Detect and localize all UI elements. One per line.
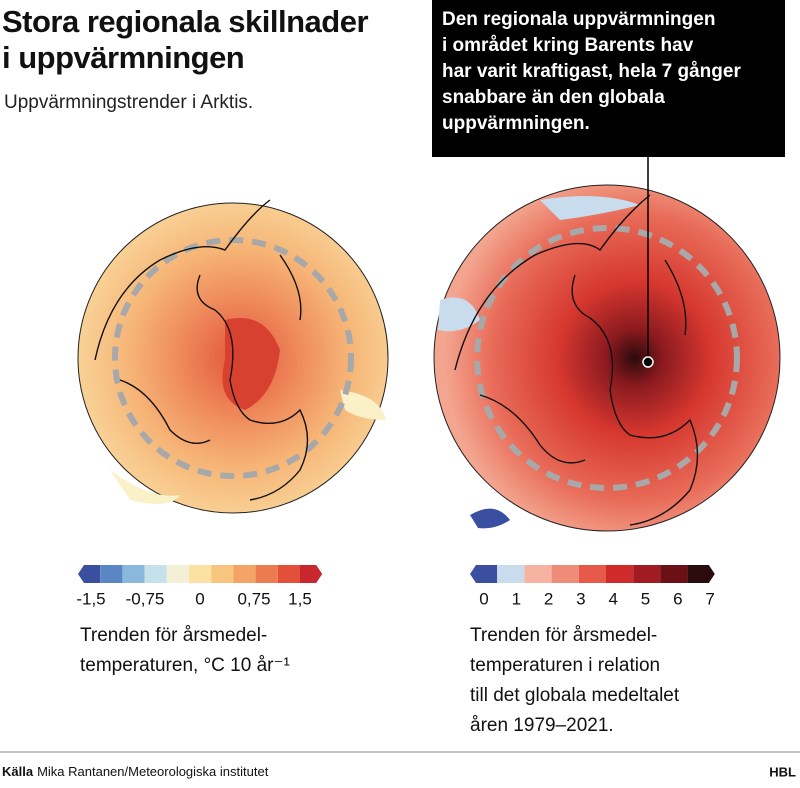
- legend-caption: Trenden för årsmedel-: [470, 625, 657, 646]
- region: [438, 297, 480, 332]
- source-label: Källa: [2, 764, 34, 779]
- region: [540, 196, 640, 220]
- legend-swatch: [189, 565, 212, 583]
- legend-caption: temperaturen, °C 10 år⁻¹: [80, 655, 290, 676]
- callout-line: snabbare än den globala: [442, 87, 665, 108]
- subtitle: Uppvärmningstrender i Arktis.: [4, 92, 253, 113]
- callout-line: i området kring Barents hav: [442, 35, 694, 56]
- callout-line: har varit kraftigast, hela 7 gånger: [442, 61, 741, 82]
- legend-label: 1,5: [288, 589, 312, 608]
- legend-swatch: [687, 565, 715, 583]
- legend-label: 4: [608, 589, 617, 608]
- title-line: Stora regionala skillnader: [2, 4, 368, 39]
- legend-label: 5: [641, 589, 650, 608]
- legend-label: 3: [576, 589, 585, 608]
- legend-swatch: [551, 565, 579, 583]
- legend-label: -1,5: [76, 589, 105, 608]
- source: Källa Mika Rantanen/Meteorologiska instit…: [2, 764, 269, 779]
- legend-label: 0: [195, 589, 204, 608]
- legend-caption: till det globala medeltalet: [470, 685, 680, 706]
- legend-swatch: [144, 565, 167, 583]
- legend-caption: åren 1979–2021.: [470, 715, 614, 736]
- legend-swatch: [122, 565, 145, 583]
- legend-swatch: [660, 565, 688, 583]
- legend-swatch: [633, 565, 661, 583]
- region: [110, 470, 180, 504]
- arctic-circle: [474, 225, 740, 491]
- legend-swatch: [100, 565, 123, 583]
- callout-dot: [642, 356, 654, 368]
- source-text: Mika Rantanen/Meteorologiska institutet: [37, 764, 269, 779]
- legend-caption: Trenden för årsmedel-: [80, 625, 267, 646]
- callout-line: uppvärmningen.: [442, 113, 590, 134]
- legend-swatch: [255, 565, 278, 583]
- left-legend: -1,5 -0,75 0 0,75 1,5 Trenden för årsmedel-te…: [76, 565, 323, 676]
- right-map: [433, 184, 781, 532]
- legend-swatch: [211, 565, 234, 583]
- header: Stora regionala skillnader i uppvärmning…: [2, 4, 369, 113]
- region: [470, 508, 510, 529]
- title-line: i uppvärmningen: [2, 40, 244, 75]
- legend-swatch: [233, 565, 256, 583]
- callout: Den regionala uppvärmningen i området kri…: [432, 0, 785, 368]
- coastline: [94, 199, 309, 501]
- legend-swatch: [300, 565, 323, 583]
- legend-label: -0,75: [126, 589, 165, 608]
- left-map: [77, 199, 389, 514]
- callout-box: [432, 0, 785, 157]
- legend-swatch: [578, 565, 606, 583]
- legend-label: 0: [479, 589, 488, 608]
- footer: Källa Mika Rantanen/Meteorologiska instit…: [0, 751, 800, 779]
- legend-label: 6: [673, 589, 682, 608]
- legend-swatch: [524, 565, 552, 583]
- legend-caption: temperaturen i relation: [470, 655, 660, 676]
- coastline: [454, 194, 699, 526]
- region: [222, 318, 280, 410]
- legend-swatch: [497, 565, 525, 583]
- legend-label: 1: [512, 589, 521, 608]
- map-disc: [433, 184, 781, 532]
- region: [340, 390, 386, 420]
- legend-swatch: [166, 565, 189, 583]
- legend-label: 0,75: [237, 589, 270, 608]
- legend-swatch: [78, 565, 101, 583]
- legend-swatch: [606, 565, 634, 583]
- legend-swatch: [470, 565, 498, 583]
- legend-label: 7: [705, 589, 714, 608]
- right-legend: 0 1 2 3 4 5 6 7 Trenden för årsmedel-temperature…: [470, 565, 715, 736]
- legend-swatch: [277, 565, 300, 583]
- legend-label: 2: [544, 589, 553, 608]
- callout-line: Den regionala uppvärmningen: [442, 9, 715, 30]
- brand: HBL: [769, 764, 796, 779]
